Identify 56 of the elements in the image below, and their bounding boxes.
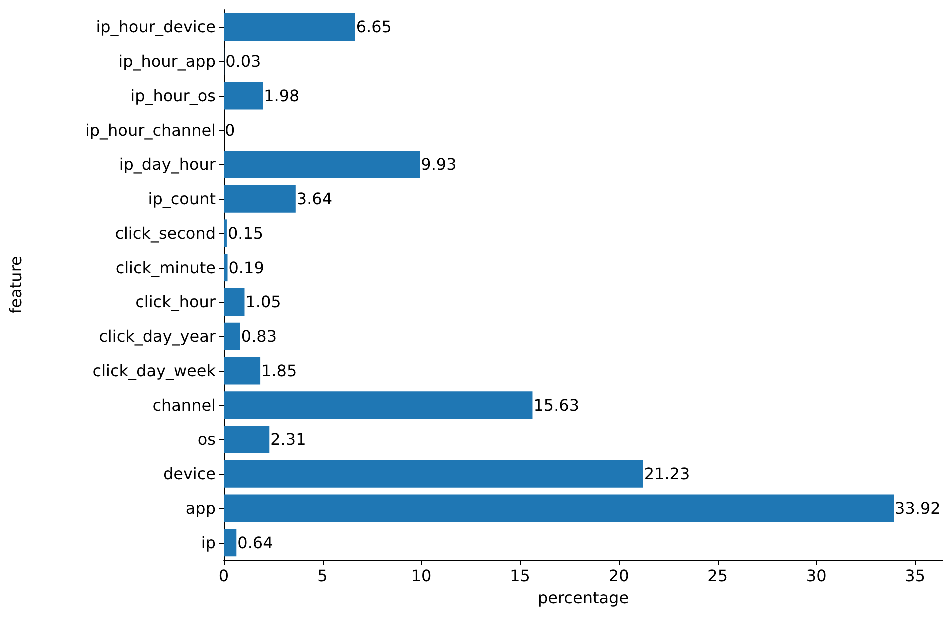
bar [224,150,420,178]
bar [224,460,644,488]
data-label: 0.15 [228,224,264,243]
bar [224,288,245,316]
data-label: 0.64 [238,533,274,552]
data-label: 6.65 [356,18,392,37]
y-tick-label: device [163,464,216,484]
bar [224,254,228,282]
y-tick-label: click_second [115,224,216,243]
y-tick-label: ip_hour_os [130,86,216,106]
y-tick-label: ip_hour_app [118,52,216,72]
y-tick-label: click_hour [136,292,216,312]
data-label: 1.05 [246,292,282,312]
data-label: 33.92 [895,498,941,518]
y-axis-title: feature [6,256,26,314]
data-label: 1.85 [262,361,298,380]
data-label: 0 [225,120,236,140]
x-tick-label: 0 [218,566,230,586]
data-label: 1.98 [264,86,300,106]
bar [224,220,227,248]
y-tick-label: click_minute [116,258,216,278]
data-label: 21.23 [644,464,690,484]
bar [224,322,240,350]
y-tick-label: ip_day_hour [119,155,216,174]
bar [224,82,264,110]
x-tick-label: 25 [708,566,728,586]
x-tick-label: 35 [905,566,926,586]
x-tick-label: 10 [411,566,432,586]
x-tick-label: 20 [608,566,630,586]
bar [224,494,894,522]
data-label: 0.83 [241,327,278,346]
data-label: 15.63 [534,396,580,415]
x-tick-label: 30 [806,566,827,586]
y-tick-label: click_day_year [99,327,216,346]
y-tick-label: ip_count [148,190,216,209]
y-tick-label: channel [152,396,216,415]
data-label: 2.31 [270,430,306,450]
y-tick-label: ip [201,533,216,552]
data-label: 0.19 [228,258,264,278]
bar [224,185,296,213]
bar [224,529,237,557]
y-tick-label: ip_hour_device [96,18,216,37]
y-tick-label: os [198,430,216,450]
x-tick-label: 5 [318,566,328,586]
y-tick-label: click_day_week [92,361,217,380]
y-tick-label: ip_hour_channel [85,120,216,140]
data-label: 9.93 [421,155,457,174]
y-tick-label: app [186,498,216,518]
bar [224,392,533,420]
bar [224,357,261,385]
x-tick-label: 15 [510,566,530,586]
bar [224,13,356,41]
x-axis-title: percentage [538,588,630,608]
bar [224,426,270,454]
data-label: 3.64 [296,190,333,209]
data-label: 0.03 [226,52,262,72]
